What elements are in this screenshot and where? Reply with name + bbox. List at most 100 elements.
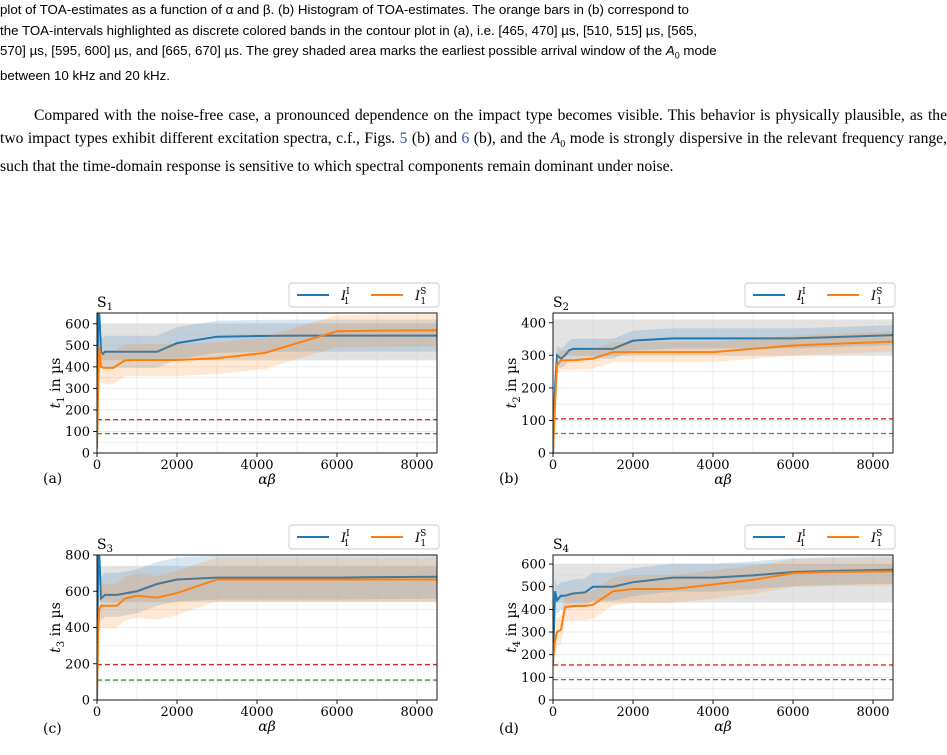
y-label-symbol: t: [504, 402, 520, 408]
y-tick-label: 0: [82, 447, 90, 462]
legend-subscript: 1: [344, 297, 350, 307]
series-1-line: [97, 555, 437, 700]
series-1-line: [97, 313, 437, 428]
y-label-symbol: t: [504, 647, 520, 653]
caption-line-1: plot of TOA-estimates as a function of α…: [0, 2, 689, 17]
legend-superscript: S: [420, 287, 426, 297]
y-tick-label: 600: [65, 317, 90, 332]
axes-frame: [96, 312, 438, 454]
y-tick-label: 0: [538, 447, 546, 462]
sensor-title: S1: [97, 295, 113, 313]
series-2-uncertainty: [97, 557, 437, 700]
fig-6-link[interactable]: 6: [461, 129, 470, 147]
y-axis-label: t2 in µs: [504, 358, 523, 409]
sensor-subscript: 4: [563, 544, 569, 555]
legend-box: [288, 282, 440, 308]
x-tick-label: 4000: [696, 705, 729, 720]
series-2-uncertainty: [553, 331, 893, 453]
legend-label-2: IS 1: [414, 529, 426, 549]
sensor-title: S3: [97, 537, 113, 555]
y-tick-label: 800: [65, 549, 90, 564]
legend-label-1: II 1: [796, 529, 806, 549]
y-tick-label: 200: [521, 381, 546, 396]
x-tick-label: 2000: [160, 705, 193, 720]
x-tick-label: 2000: [616, 458, 649, 473]
x-axis-label: αβ: [258, 472, 276, 488]
legend-superscript: I: [802, 287, 806, 297]
y-label-unit: in µs: [504, 358, 520, 397]
y-tick-label: 600: [521, 558, 546, 573]
legend-symbol: I: [796, 289, 803, 304]
x-tick-label: 4000: [696, 458, 729, 473]
legend-subscript: 1: [876, 297, 882, 307]
y-label-subscript: 1: [56, 396, 67, 402]
legend-subscript: 1: [344, 539, 350, 549]
x-tick-label: 8000: [400, 705, 433, 720]
series-2-line: [553, 570, 893, 660]
legend-symbol: I: [796, 531, 803, 546]
sensor-letter: S: [553, 537, 563, 553]
legend-subscript: 1: [876, 539, 882, 549]
x-axis-label: αβ: [714, 472, 732, 488]
series-1-uncertainty: [553, 555, 893, 678]
legend-box: [288, 524, 440, 550]
x-tick-label: 6000: [320, 458, 353, 473]
x-tick-label: 6000: [320, 705, 353, 720]
legend-symbol: I: [870, 531, 877, 546]
fig-5-link[interactable]: 5: [399, 129, 408, 147]
series-1-line: [553, 334, 893, 453]
y-tick-label: 400: [521, 316, 546, 331]
y-tick-label: 200: [65, 403, 90, 418]
panel-d: 0 2000 4000 6000 80000100200300400500600αβt4…: [499, 524, 896, 737]
y-label-subscript: 4: [512, 641, 523, 647]
caption-line-2: the TOA-intervals highlighted as discret…: [0, 22, 698, 38]
legend-box: [744, 524, 896, 550]
series-2-uncertainty: [553, 557, 893, 674]
sensor-subscript: 1: [107, 302, 113, 313]
axes-frame: [552, 554, 894, 701]
legend-symbol: I: [870, 289, 877, 304]
y-tick-label: 300: [521, 626, 546, 641]
y-tick-label: 100: [521, 671, 546, 686]
panel-label: (d): [499, 721, 519, 737]
panel-label: (a): [43, 471, 62, 487]
legend-subscript: 1: [420, 539, 426, 549]
x-tick-label: 4000: [240, 458, 273, 473]
legend-symbol: I: [340, 289, 347, 304]
y-tick-label: 100: [521, 414, 546, 429]
y-label-subscript: 3: [56, 641, 67, 647]
y-axis-label: t1 in µs: [48, 358, 67, 409]
series-2-line: [97, 578, 437, 700]
y-tick-label: 500: [65, 339, 90, 354]
sensor-title: S2: [553, 295, 569, 313]
legend-symbol: I: [414, 289, 421, 304]
y-label-unit: in µs: [48, 602, 64, 641]
y-tick-label: 600: [65, 585, 90, 600]
series-2-line: [553, 340, 893, 453]
x-tick-label: 8000: [856, 705, 889, 720]
legend-subscript: 1: [420, 297, 426, 307]
y-label-subscript: 2: [512, 396, 523, 402]
y-tick-label: 200: [65, 657, 90, 672]
y-tick-label: 0: [538, 694, 546, 709]
x-tick-label: 8000: [400, 458, 433, 473]
y-label-unit: in µs: [504, 602, 520, 641]
panel-label: (c): [43, 721, 62, 737]
legend-label-1: II 1: [340, 529, 350, 549]
sensor-letter: S: [97, 295, 107, 311]
legend-superscript: I: [346, 287, 350, 297]
legend-subscript: 1: [800, 297, 806, 307]
panel-label: (b): [499, 471, 519, 487]
y-tick-label: 400: [521, 603, 546, 618]
series-2-line: [97, 329, 437, 449]
y-axis-label: t3 in µs: [48, 602, 67, 653]
axes-frame: [552, 312, 894, 454]
y-tick-label: 100: [65, 425, 90, 440]
legend-label-2: IS 1: [870, 287, 882, 307]
mode-symbol: A: [665, 43, 675, 58]
legend-superscript: I: [802, 529, 806, 539]
sensor-title: S4: [553, 537, 569, 555]
